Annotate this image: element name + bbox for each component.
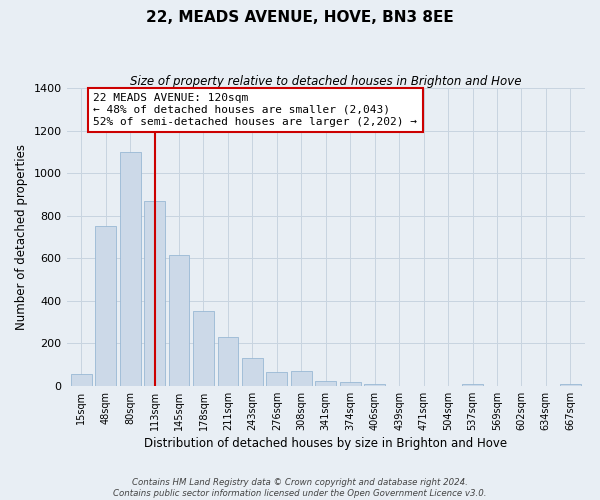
Bar: [364, 384, 385, 386]
Text: 22, MEADS AVENUE, HOVE, BN3 8EE: 22, MEADS AVENUE, HOVE, BN3 8EE: [146, 10, 454, 25]
Bar: [71, 374, 92, 386]
Bar: [95, 226, 116, 386]
Bar: [193, 312, 214, 386]
Y-axis label: Number of detached properties: Number of detached properties: [15, 144, 28, 330]
Bar: [266, 372, 287, 386]
Bar: [462, 384, 483, 386]
X-axis label: Distribution of detached houses by size in Brighton and Hove: Distribution of detached houses by size …: [144, 437, 508, 450]
Bar: [144, 200, 165, 386]
Bar: [218, 337, 238, 386]
Bar: [120, 152, 140, 386]
Bar: [340, 382, 361, 386]
Text: 22 MEADS AVENUE: 120sqm
← 48% of detached houses are smaller (2,043)
52% of semi: 22 MEADS AVENUE: 120sqm ← 48% of detache…: [94, 94, 418, 126]
Text: Contains HM Land Registry data © Crown copyright and database right 2024.
Contai: Contains HM Land Registry data © Crown c…: [113, 478, 487, 498]
Bar: [560, 384, 581, 386]
Bar: [169, 255, 190, 386]
Bar: [316, 380, 336, 386]
Bar: [242, 358, 263, 386]
Bar: [291, 371, 312, 386]
Title: Size of property relative to detached houses in Brighton and Hove: Size of property relative to detached ho…: [130, 75, 521, 88]
